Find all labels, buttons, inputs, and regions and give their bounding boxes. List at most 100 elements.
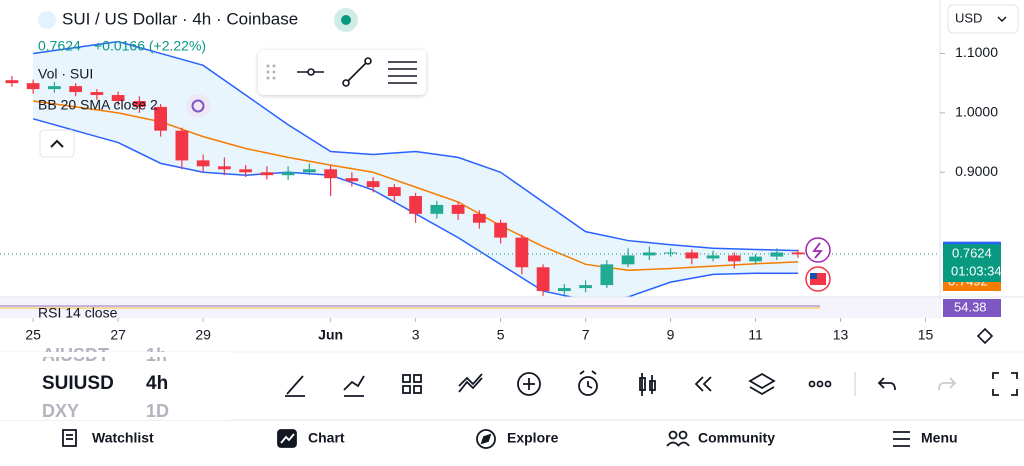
alert-tool[interactable] (578, 370, 598, 396)
candle-body (664, 252, 677, 254)
x-tick-label: 13 (833, 327, 849, 343)
fade-top (0, 352, 230, 357)
event-badge[interactable] (805, 237, 831, 263)
y-tick-label: 1.1000 (955, 44, 998, 60)
indicators-tool[interactable] (343, 375, 365, 397)
candle-body (579, 285, 592, 289)
price-change: +0.0166 (+2.22%) (94, 38, 206, 54)
more-tool[interactable] (808, 380, 832, 388)
candle-body (409, 196, 422, 214)
last-price: 0.7624 (38, 38, 81, 54)
last-price-box (943, 243, 1001, 282)
candle-body (218, 166, 231, 170)
countdown: 01:03:34 (951, 263, 1002, 278)
symbol-title[interactable]: SUI / US Dollar · 4h · Coinbase (62, 9, 298, 28)
market-status-dot (341, 15, 351, 25)
y-tick-label: 1.0000 (955, 104, 998, 120)
nav-item[interactable]: Watchlist (92, 430, 154, 446)
event-icon (812, 242, 823, 259)
interval[interactable]: 1D (146, 401, 169, 421)
replay-tool[interactable] (694, 376, 712, 392)
candle-body (515, 237, 529, 268)
candle-body (621, 255, 635, 265)
candle-body (642, 252, 656, 256)
currency-button[interactable] (947, 4, 1019, 34)
candle-body (26, 83, 40, 90)
currency-label: USD (955, 10, 982, 25)
candle-body (770, 252, 784, 257)
drawing-toolbar (258, 50, 426, 95)
plot-area (0, 40, 940, 297)
nav-item[interactable]: Community (698, 430, 775, 446)
candle-body (749, 256, 762, 262)
chart-type[interactable] (639, 373, 656, 396)
nav-item[interactable]: Explore (507, 430, 559, 446)
candle-body (685, 252, 699, 259)
interval[interactable]: 4h (146, 373, 168, 394)
candle-body (302, 169, 316, 173)
rsi-value-box (943, 299, 1001, 317)
x-tick-label: 25 (25, 327, 41, 343)
watchlist-icon (62, 429, 77, 447)
symbol[interactable]: DXY (42, 401, 79, 421)
add-symbol[interactable] (517, 372, 541, 396)
candle-body (239, 169, 252, 173)
flag-canton (810, 273, 817, 279)
x-tick-label: 27 (110, 327, 126, 343)
draw-tool[interactable] (285, 375, 305, 397)
candle-body (90, 92, 104, 96)
candle-body (366, 181, 380, 188)
candle-body (175, 130, 189, 161)
volume-label: Vol · SUI (38, 66, 93, 82)
templates-tool[interactable] (402, 374, 422, 394)
candle-body (69, 86, 83, 93)
rsi-label: RSI 14 close (38, 305, 118, 321)
candle-body (557, 288, 571, 292)
candle-body (133, 100, 146, 107)
axis-settings[interactable] (976, 327, 994, 345)
x-tick-label: 29 (195, 327, 211, 343)
menu-icon (893, 431, 910, 447)
candle-body (791, 252, 805, 255)
candle-body (706, 255, 720, 259)
candle-body (727, 255, 741, 262)
fade-bottom (0, 418, 230, 420)
candle-body (536, 267, 550, 292)
x-tick-label: 3 (412, 327, 420, 343)
candle-body (324, 169, 337, 179)
redo (938, 377, 957, 391)
bb-settings-icon (191, 99, 205, 113)
candle-body (196, 160, 210, 167)
bb-settings[interactable] (186, 94, 210, 118)
layers-tool[interactable] (748, 372, 776, 396)
currency-caret (997, 16, 1007, 23)
candle-body (260, 172, 274, 176)
bb-label: BB 20 SMA close 2 (38, 97, 158, 113)
candle-body (5, 80, 19, 84)
candle-body (451, 204, 465, 214)
x-tick-label: 15 (918, 327, 934, 343)
nav-item[interactable]: Chart (308, 430, 345, 446)
candle-body (111, 95, 125, 101)
undo[interactable] (877, 377, 896, 391)
candle-body (281, 172, 295, 176)
drag-handle[interactable] (266, 64, 276, 80)
fib-tool[interactable] (388, 61, 417, 84)
horizontal-line-tool[interactable] (297, 68, 324, 76)
coin-icon (38, 11, 56, 29)
band-fill (33, 41, 799, 297)
candle-body (600, 264, 614, 286)
last-price-label: 0.7624 (952, 245, 992, 260)
nav-item[interactable]: Menu (921, 430, 958, 446)
x-tick-label: 11 (748, 327, 763, 343)
x-tick-label: 9 (667, 327, 675, 343)
compare-tool[interactable] (458, 373, 483, 393)
x-tick-label: 7 (582, 327, 590, 343)
candle-body (494, 222, 507, 238)
collapse-icon (50, 139, 64, 148)
collapse-button[interactable] (39, 129, 75, 158)
candle-body (472, 213, 486, 223)
fullscreen[interactable] (992, 372, 1018, 396)
symbol[interactable]: SUIUSD (42, 373, 114, 394)
trend-line-tool[interactable] (342, 57, 372, 87)
